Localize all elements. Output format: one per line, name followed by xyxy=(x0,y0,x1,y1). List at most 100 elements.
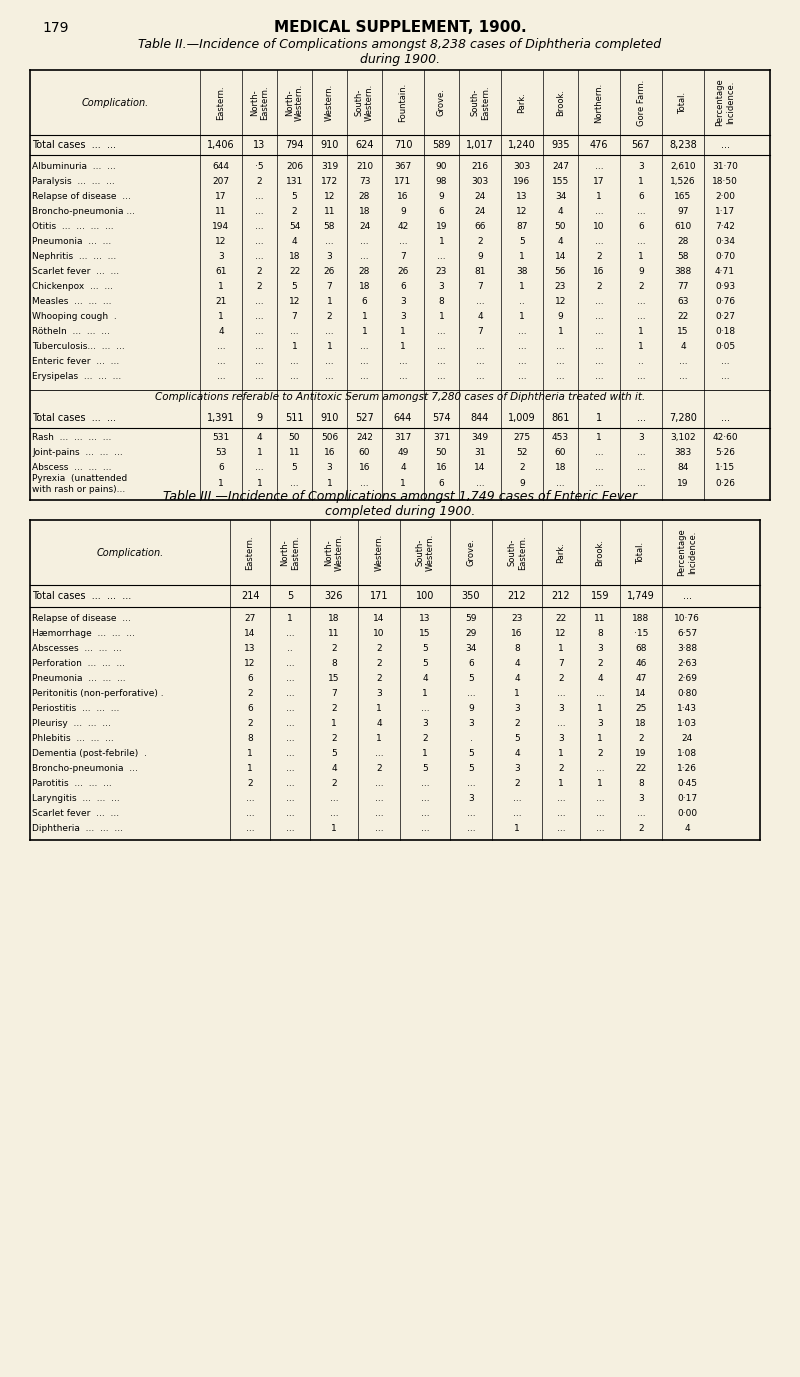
Text: 1·03: 1·03 xyxy=(677,719,697,728)
Text: ...: ... xyxy=(286,673,294,683)
Text: 210: 210 xyxy=(356,162,373,171)
Text: 1,240: 1,240 xyxy=(508,140,536,150)
Text: ...: ... xyxy=(594,372,603,381)
Text: Abscess  ...  ...  ...: Abscess ... ... ... xyxy=(32,463,111,472)
Text: 4: 4 xyxy=(514,749,520,757)
Text: 644: 644 xyxy=(394,413,412,423)
Text: ·15: ·15 xyxy=(634,629,648,638)
Text: 0·70: 0·70 xyxy=(715,252,735,262)
Text: ...: ... xyxy=(466,779,475,788)
Text: 1: 1 xyxy=(326,479,332,489)
Text: 567: 567 xyxy=(632,140,650,150)
Text: 0·80: 0·80 xyxy=(677,688,697,698)
Text: 24: 24 xyxy=(474,191,486,201)
Text: Enteric fever  ...  ...: Enteric fever ... ... xyxy=(32,357,119,366)
Text: ...: ... xyxy=(637,313,646,321)
Text: 710: 710 xyxy=(394,140,412,150)
Text: ...: ... xyxy=(255,313,264,321)
Text: ·5: ·5 xyxy=(255,162,264,171)
Text: 81: 81 xyxy=(474,267,486,275)
Text: ...: ... xyxy=(594,448,603,457)
Text: 0·18: 0·18 xyxy=(715,326,735,336)
Text: 7,280: 7,280 xyxy=(669,413,697,423)
Text: 26: 26 xyxy=(398,267,409,275)
Text: 2: 2 xyxy=(257,178,262,186)
Text: 63: 63 xyxy=(678,297,689,306)
Text: 2: 2 xyxy=(247,779,253,788)
Text: ...: ... xyxy=(286,795,294,803)
Text: Grove.: Grove. xyxy=(466,538,475,566)
Text: 12: 12 xyxy=(324,191,335,201)
Text: 1·43: 1·43 xyxy=(677,704,697,713)
Text: Total.: Total. xyxy=(678,91,687,113)
Text: 6: 6 xyxy=(247,673,253,683)
Text: 131: 131 xyxy=(286,178,303,186)
Text: ...: ... xyxy=(246,795,254,803)
Text: 12: 12 xyxy=(244,660,256,668)
Text: ...: ... xyxy=(255,297,264,306)
Text: ...: ... xyxy=(325,357,334,366)
Text: 1: 1 xyxy=(400,341,406,351)
Text: 275: 275 xyxy=(514,432,530,442)
Text: 910: 910 xyxy=(320,140,338,150)
Text: 171: 171 xyxy=(370,591,388,600)
Text: 3: 3 xyxy=(376,688,382,698)
Text: 14: 14 xyxy=(244,629,256,638)
Text: 18: 18 xyxy=(289,252,300,262)
Text: 247: 247 xyxy=(552,162,569,171)
Text: Complication.: Complication. xyxy=(82,98,149,107)
Text: 13: 13 xyxy=(419,614,430,622)
Text: 3: 3 xyxy=(597,719,603,728)
Text: ...: ... xyxy=(360,479,369,489)
Text: 6: 6 xyxy=(400,282,406,291)
Text: 453: 453 xyxy=(552,432,569,442)
Text: 60: 60 xyxy=(554,448,566,457)
Text: 12: 12 xyxy=(289,297,300,306)
Text: South-
Eastern.: South- Eastern. xyxy=(470,85,490,120)
Text: ...: ... xyxy=(286,810,294,818)
Text: 0·26: 0·26 xyxy=(715,479,735,489)
Text: 42: 42 xyxy=(398,222,409,231)
Text: 7: 7 xyxy=(400,252,406,262)
Text: 23: 23 xyxy=(436,267,447,275)
Text: 3: 3 xyxy=(422,719,428,728)
Text: 26: 26 xyxy=(324,267,335,275)
Text: 7: 7 xyxy=(326,282,332,291)
Text: South-
Western.: South- Western. xyxy=(415,534,434,571)
Text: 5: 5 xyxy=(292,191,298,201)
Text: 11: 11 xyxy=(215,207,226,216)
Text: 0·76: 0·76 xyxy=(715,297,735,306)
Text: ...: ... xyxy=(330,810,338,818)
Text: 13: 13 xyxy=(244,644,256,653)
Text: 1: 1 xyxy=(519,313,525,321)
Text: Park.: Park. xyxy=(557,543,566,563)
Text: ...: ... xyxy=(637,207,646,216)
Text: 794: 794 xyxy=(286,140,304,150)
Text: 303: 303 xyxy=(471,178,489,186)
Text: Parotitis  ...  ...  ...: Parotitis ... ... ... xyxy=(32,779,112,788)
Text: 388: 388 xyxy=(674,267,692,275)
Text: 3: 3 xyxy=(638,432,644,442)
Text: 8: 8 xyxy=(247,734,253,744)
Text: Peritonitis (non-perforative) .: Peritonitis (non-perforative) . xyxy=(32,688,164,698)
Text: 19: 19 xyxy=(678,479,689,489)
Text: ...: ... xyxy=(255,463,264,472)
Text: ...: ... xyxy=(290,372,299,381)
Text: 2: 2 xyxy=(596,282,602,291)
Text: ...: ... xyxy=(637,479,646,489)
Text: 50: 50 xyxy=(289,432,300,442)
Text: 216: 216 xyxy=(471,162,489,171)
Text: 2: 2 xyxy=(514,719,520,728)
Text: Total cases  ...  ...: Total cases ... ... xyxy=(32,413,116,423)
Text: 7: 7 xyxy=(558,660,564,668)
Text: ...: ... xyxy=(437,357,446,366)
Text: 18: 18 xyxy=(635,719,646,728)
Text: 1: 1 xyxy=(558,644,564,653)
Text: 1,406: 1,406 xyxy=(207,140,235,150)
Text: 15: 15 xyxy=(678,326,689,336)
Text: 349: 349 xyxy=(471,432,489,442)
Text: 0·93: 0·93 xyxy=(715,282,735,291)
Text: Gore Farm.: Gore Farm. xyxy=(637,80,646,125)
Text: ...: ... xyxy=(637,372,646,381)
Text: ...: ... xyxy=(286,629,294,638)
